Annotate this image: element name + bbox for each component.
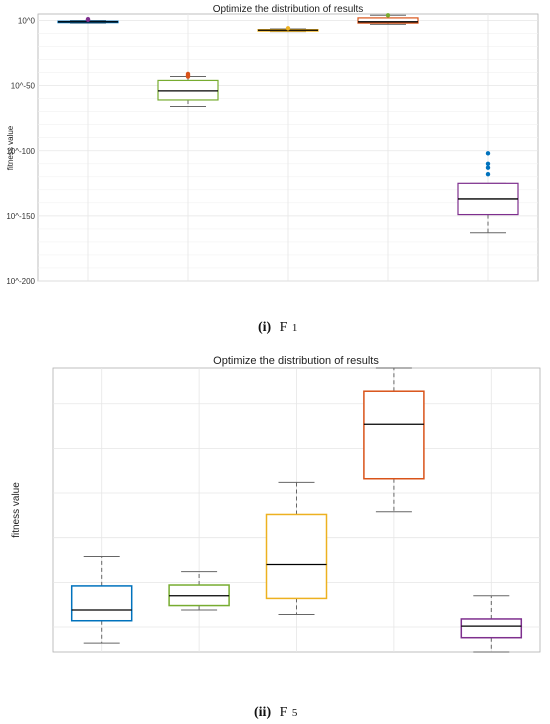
y-tick-label: 10^-100 (6, 147, 35, 156)
marks-1 (57, 13, 519, 234)
y-tick-label: 10^-50 (11, 82, 36, 91)
y-tick-label: 10^-200 (6, 277, 35, 286)
chart-title-1: Optimize the distribution of results (213, 4, 364, 15)
caption-2-label: F (280, 705, 288, 720)
outlier-point (485, 151, 491, 156)
box-goose (363, 367, 425, 513)
grid-1 (38, 14, 538, 282)
box-goose (357, 13, 419, 25)
box-cpo (157, 71, 219, 107)
y-axis-label-2: fitness value (11, 482, 22, 538)
caption-1-sub: 1 (292, 322, 298, 334)
chart-panel-1: Optimize the distribution of results fit… (6, 4, 539, 286)
outlier-point (285, 26, 291, 31)
box-body (70, 585, 133, 622)
box-dbo (265, 481, 328, 615)
box-body (460, 618, 523, 639)
outlier-point (85, 17, 91, 23)
box-icpo (457, 151, 519, 234)
caption-1: (i) F 1 (258, 318, 297, 335)
box-body (357, 17, 419, 24)
box-body (265, 513, 328, 600)
box-body (157, 79, 219, 101)
outlier-point (185, 71, 191, 77)
caption-1-roman: (i) (258, 320, 272, 335)
caption-1-label: F (280, 320, 288, 335)
caption-2: (ii) F 5 (254, 703, 298, 720)
outlier-point (385, 13, 391, 18)
y-tick-label: 10^-150 (6, 212, 35, 221)
y-ticks-1: 10^0 10^-50 10^-100 10^-150 10^-200 (6, 17, 35, 286)
box-pso (70, 555, 133, 644)
box-body (363, 390, 425, 480)
caption-2-sub: 5 (292, 707, 298, 719)
chart-title-2: Optimize the distribution of results (213, 355, 379, 367)
y-tick-label: 10^0 (18, 17, 36, 26)
box-cpo (168, 571, 230, 611)
svg-text:(i) F 1: (i) F 1 (258, 318, 297, 335)
outlier-point (485, 165, 491, 170)
y-axis-label-1: fitness value (6, 125, 15, 170)
outlier-point (485, 172, 491, 177)
chart-panel-2: Optimize the distribution of results fit… (11, 355, 541, 653)
caption-2-roman: (ii) (254, 705, 271, 720)
marks-2 (70, 367, 523, 653)
box-pso (57, 17, 119, 24)
box-icpo (460, 595, 523, 653)
box-dbo (257, 26, 319, 33)
svg-text:(ii) F 5: (ii) F 5 (254, 703, 298, 720)
outlier-point (485, 161, 491, 166)
